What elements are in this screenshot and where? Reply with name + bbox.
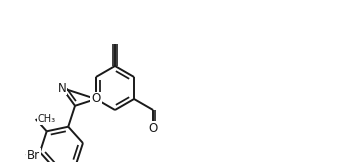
Text: Br: Br xyxy=(27,149,40,162)
Text: O: O xyxy=(148,122,158,135)
Text: O: O xyxy=(91,93,101,105)
Text: N: N xyxy=(58,81,67,94)
Text: CH₃: CH₃ xyxy=(38,114,56,124)
